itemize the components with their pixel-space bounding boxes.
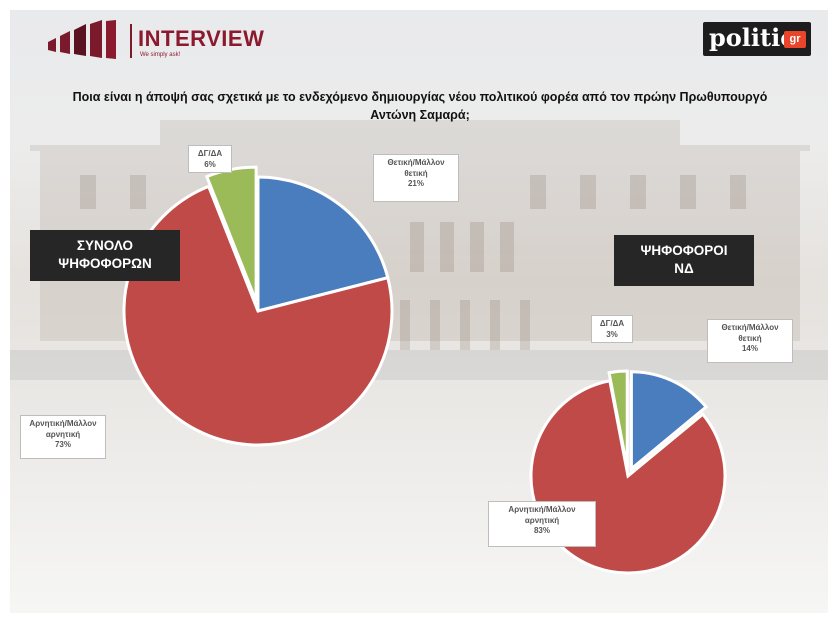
pie-slice-positive — [629, 370, 709, 472]
logo-divider — [130, 24, 132, 58]
callout-text: Αρνητική/Μάλλον — [508, 505, 576, 514]
label-total-voters: ΣΥΝΟΛΟ ΨΗΦΟΦΟΡΩΝ — [30, 230, 180, 281]
pie-charts — [122, 165, 727, 575]
pie-slice-positive — [256, 175, 390, 313]
politic-logo-suffix: gr — [784, 31, 806, 48]
callout-total-dont-know: ΔΓ/ΔΑ 6% — [188, 145, 232, 173]
slide: INTERVIEW We simply ask! politic gr Ποια… — [10, 10, 828, 613]
politic-logo-text: politic — [709, 23, 795, 52]
label-total-line1: ΣΥΝΟΛΟ — [76, 238, 134, 253]
bars-logo-icon — [48, 20, 116, 59]
callout-text: ΔΓ/ΔΑ — [599, 319, 625, 328]
callout-text: Θετική/Μάλλον — [721, 323, 779, 332]
logo-tagline: We simply ask! — [140, 52, 181, 58]
label-nd-line1: ΨΗΦΟΦΟΡΟΙ — [640, 243, 728, 258]
politic-logo: politic gr — [703, 22, 811, 56]
callout-text: αρνητική — [524, 515, 560, 525]
label-total-line2: ΨΗΦΟΦΟΡΩΝ — [58, 256, 152, 271]
callout-pct: 6% — [204, 159, 216, 169]
pie-slice-dont-know — [607, 369, 629, 469]
label-nd-voters: ΨΗΦΟΦΟΡΟΙ ΝΔ — [614, 235, 754, 286]
label-nd-line2: ΝΔ — [674, 261, 694, 276]
callout-pct: 73% — [54, 440, 71, 449]
callout-pct: 83% — [533, 526, 550, 535]
callout-pct: 14% — [741, 344, 758, 353]
logo-title: INTERVIEW — [138, 26, 265, 51]
callout-text: θετική — [738, 333, 762, 343]
callout-total-positive: Θετική/Μάλλον θετική 21% — [373, 154, 459, 202]
callout-pct: 21% — [407, 179, 424, 188]
callout-total-negative: Αρνητική/Μάλλον αρνητική 73% — [20, 415, 106, 459]
callout-text: Αρνητική/Μάλλον — [29, 419, 97, 428]
callout-text: θετική — [404, 168, 428, 178]
callout-text: ΔΓ/ΔΑ — [197, 149, 223, 158]
callout-nd-dont-know: ΔΓ/ΔΑ 3% — [591, 315, 633, 343]
question-title: Ποια είναι η άποψή σας σχετικά με το ενδ… — [72, 90, 768, 122]
callout-text: Θετική/Μάλλον — [387, 158, 445, 167]
callout-nd-positive: Θετική/Μάλλον θετική 14% — [707, 319, 793, 363]
callout-text: αρνητική — [45, 429, 81, 439]
callout-pct: 3% — [606, 329, 618, 339]
pie-chart-total — [122, 165, 394, 447]
callout-nd-negative: Αρνητική/Μάλλον αρνητική 83% — [488, 501, 596, 547]
interview-logo: INTERVIEW We simply ask! — [44, 20, 264, 62]
